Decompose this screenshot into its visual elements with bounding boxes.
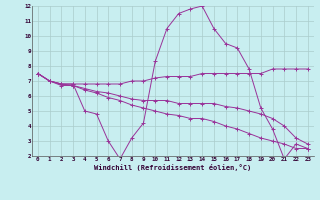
X-axis label: Windchill (Refroidissement éolien,°C): Windchill (Refroidissement éolien,°C): [94, 164, 252, 171]
